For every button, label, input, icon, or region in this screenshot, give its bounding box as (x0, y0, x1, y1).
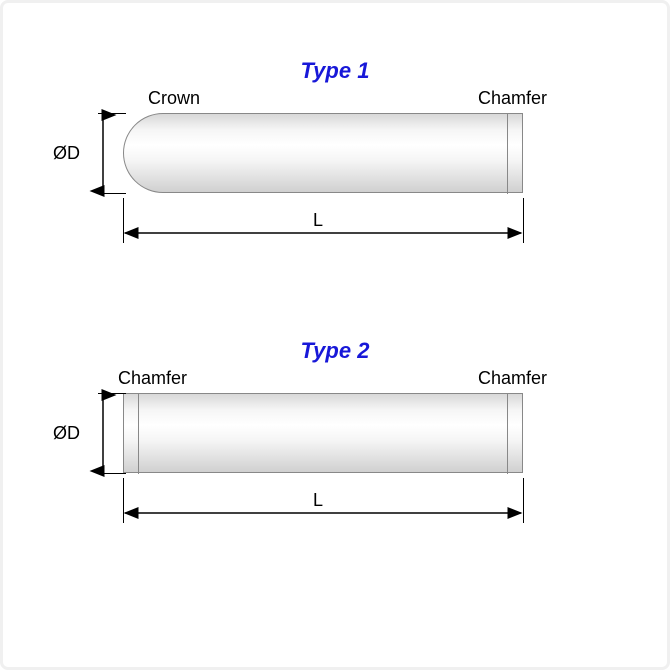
type1-left-label: Crown (148, 88, 200, 109)
type1-title: Type 1 (301, 58, 370, 84)
type2-left-label: Chamfer (118, 368, 187, 389)
type2-title: Type 2 (301, 338, 370, 364)
type1-pin (123, 113, 523, 193)
type2-diameter-dim (100, 393, 106, 473)
type1-length-label: L (313, 210, 323, 231)
type2-len-ext-left (123, 478, 124, 523)
type2-len-ext-right (523, 478, 524, 523)
type2-right-label: Chamfer (478, 368, 547, 389)
type1-diameter-label: ØD (53, 143, 80, 164)
diagram-container: Type 1 Crown Chamfer ØD (0, 0, 670, 670)
type1-diam-ext-bot (98, 193, 126, 194)
type1-diameter-dim (100, 113, 106, 193)
type1-len-ext-right (523, 198, 524, 243)
type2-pin (123, 393, 523, 473)
type1-right-label: Chamfer (478, 88, 547, 109)
type2-diameter-label: ØD (53, 423, 80, 444)
type2-length-label: L (313, 490, 323, 511)
type1-len-ext-left (123, 198, 124, 243)
type2-diam-ext-bot (98, 473, 126, 474)
